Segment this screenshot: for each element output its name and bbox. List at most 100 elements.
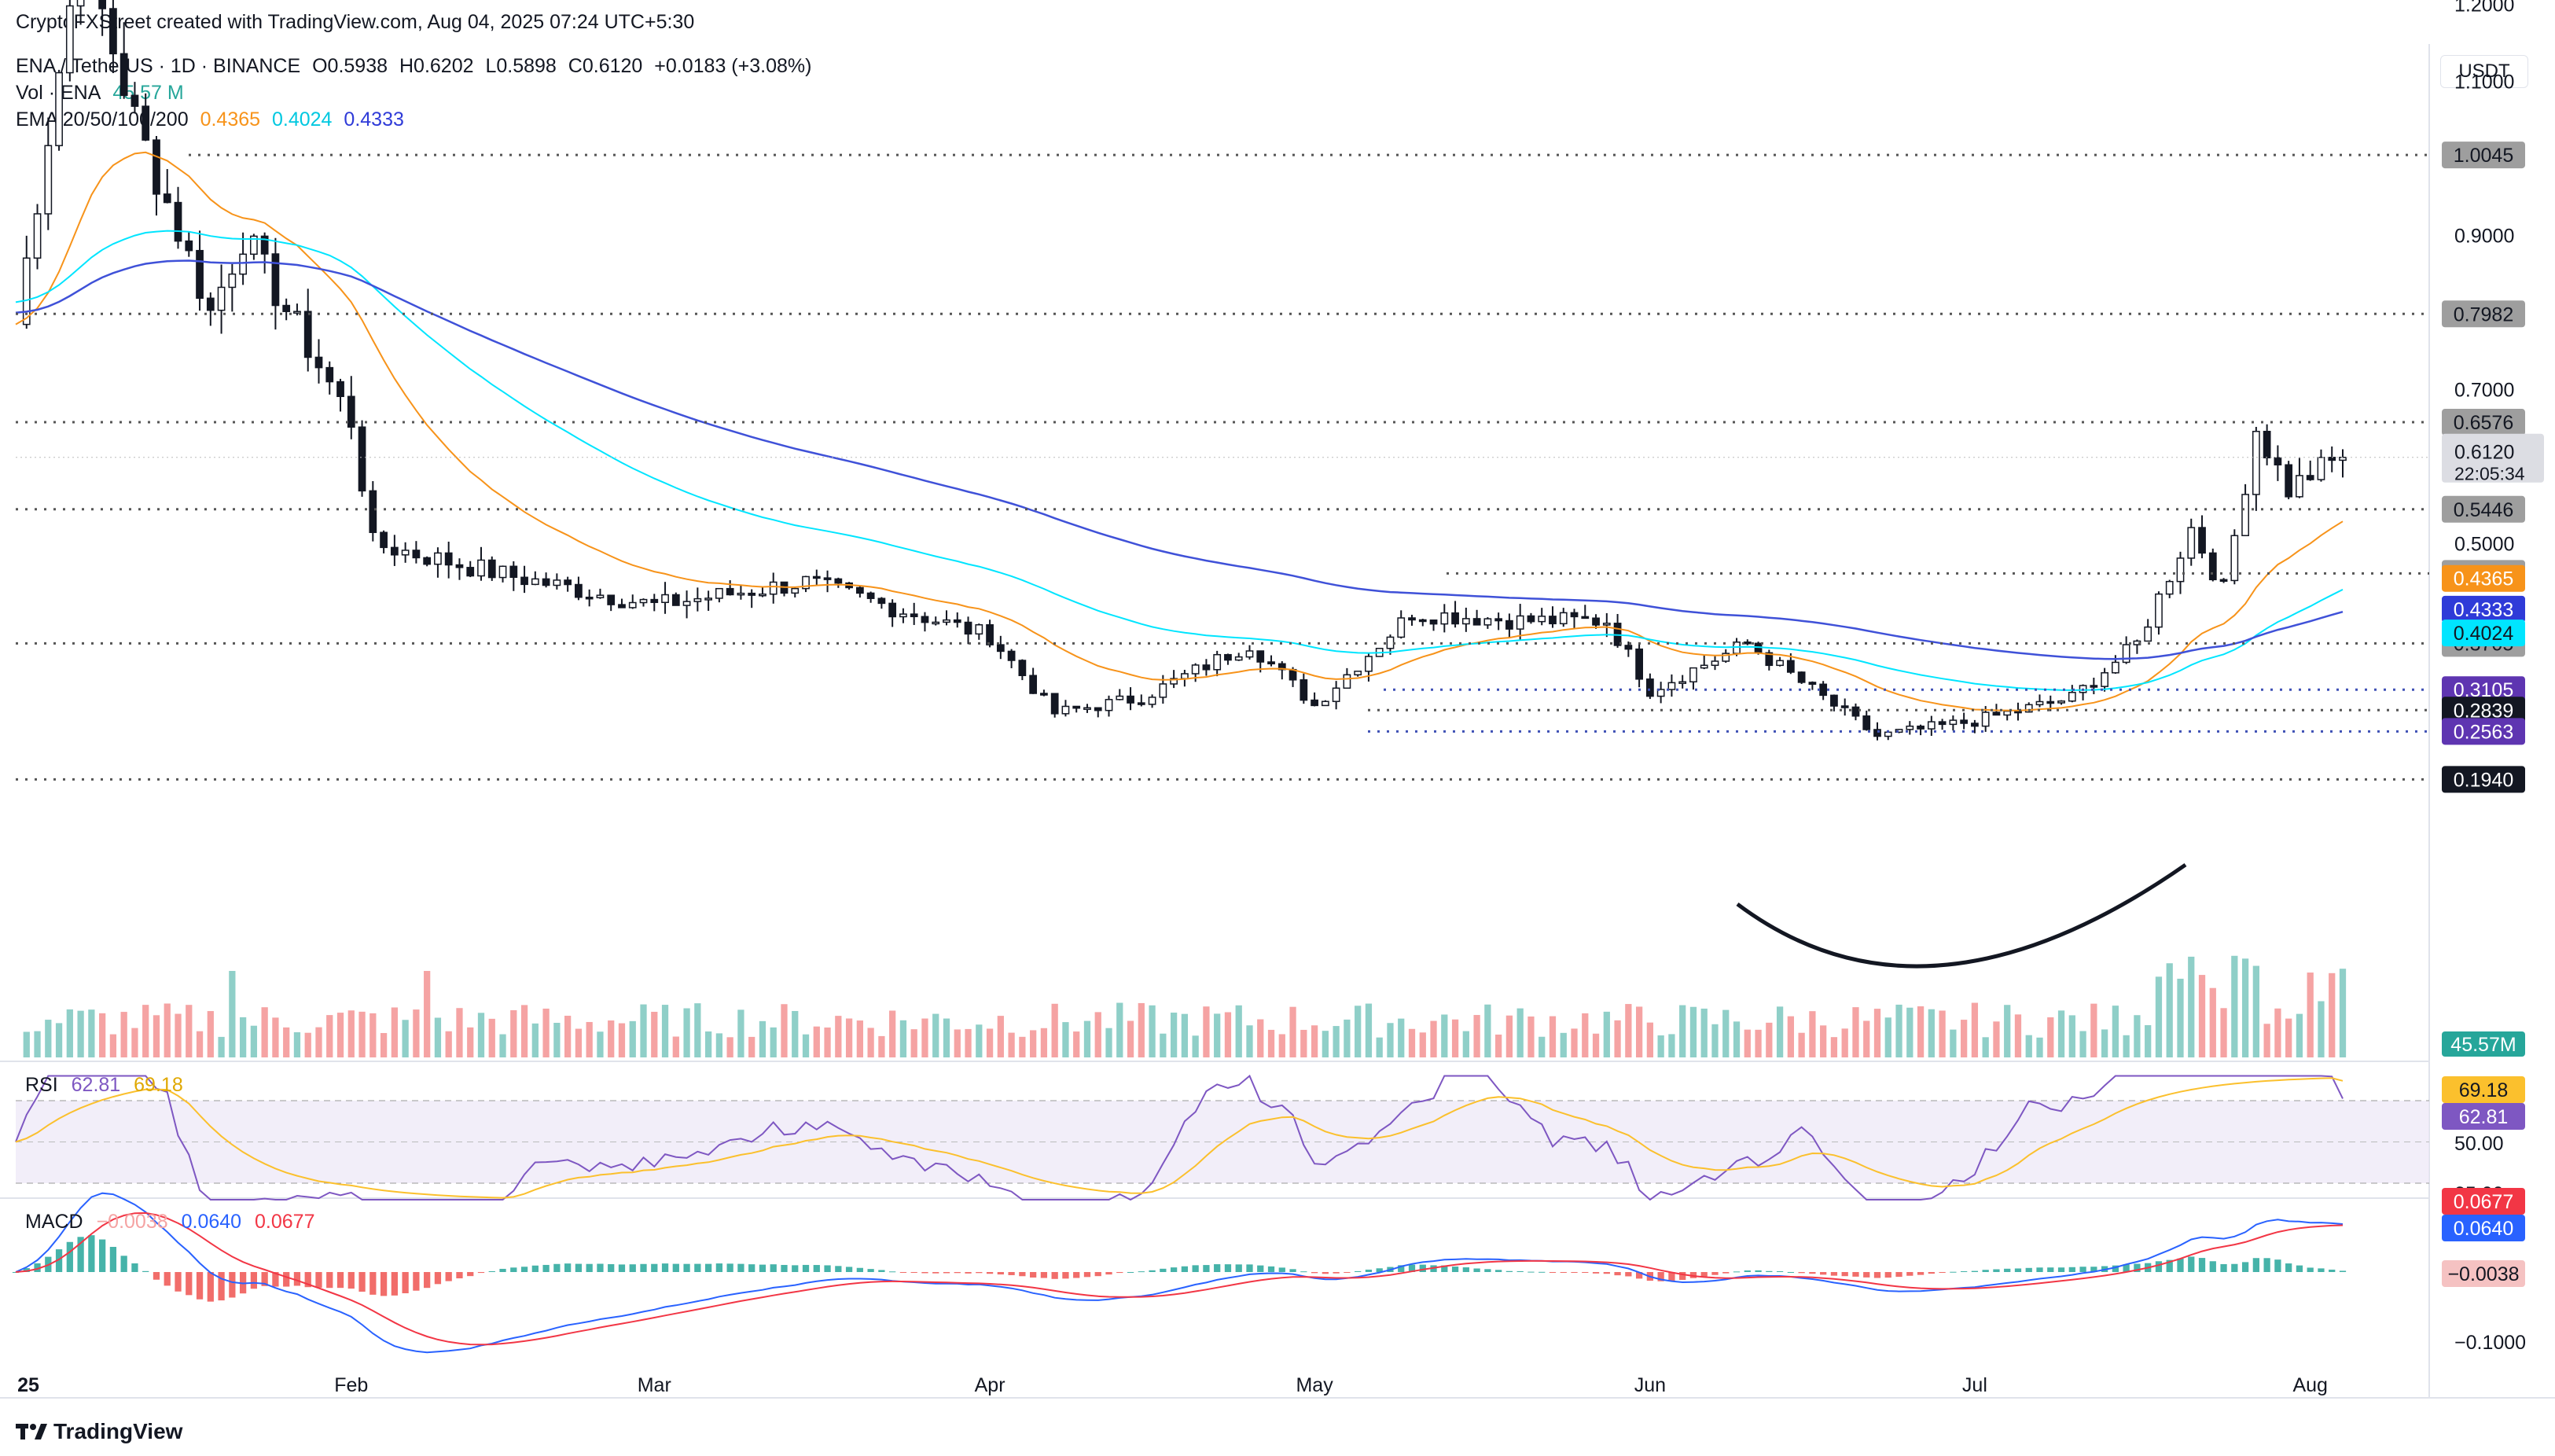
ema-tag-bg — [2442, 595, 2525, 623]
candle-body — [1332, 687, 1340, 702]
candle-body — [1472, 618, 1481, 626]
candle-body — [1581, 616, 1590, 620]
macd-hist-bar — [1235, 1264, 1242, 1272]
time-axis-label-Jul: Jul — [1962, 1374, 1987, 1396]
volume-bar — [856, 1020, 863, 1057]
volume-bar — [77, 1010, 84, 1057]
macd-hist-bar — [1592, 1272, 1600, 1274]
volume-bar — [889, 1010, 896, 1057]
candle-body — [2263, 430, 2271, 458]
volume-tag: 45.57M — [2442, 1031, 2525, 1057]
volume-bar — [1689, 1006, 1697, 1057]
candle-body — [1873, 729, 1881, 737]
macd-hist-bar — [369, 1272, 377, 1295]
volume-bar — [2339, 969, 2347, 1057]
candle-body — [260, 235, 269, 255]
tradingview-logo[interactable]: TradingView — [16, 1419, 182, 1444]
candle-body — [401, 550, 410, 556]
volume-bar — [1192, 1035, 1199, 1057]
macd-tag-bg — [2442, 1215, 2525, 1241]
volume-bar — [2155, 976, 2163, 1057]
macd-axis-label: −0.1000 — [2454, 1332, 2526, 1354]
candle-body — [520, 576, 528, 586]
candle-body — [336, 381, 344, 398]
macd-hist-bar — [824, 1265, 831, 1272]
volume-bar — [413, 1009, 420, 1057]
macd-hist-bar — [1246, 1264, 1253, 1272]
macd-hist-bar — [1030, 1272, 1037, 1278]
candle-body — [1365, 656, 1373, 672]
ema-tag-bg — [2442, 620, 2525, 647]
candle-body — [380, 531, 388, 549]
level-tag-0.5446: 0.5446 — [2442, 495, 2525, 523]
volume-bar — [748, 1036, 755, 1057]
macd-hist-bar — [207, 1272, 214, 1302]
macd-hist-bar — [142, 1270, 149, 1272]
candle-body — [1202, 664, 1211, 671]
candle-body — [1061, 705, 1070, 715]
time-axis-label-Aug: Aug — [2292, 1374, 2327, 1396]
candle-body — [1754, 642, 1763, 654]
volume-bar — [2112, 1006, 2119, 1057]
macd-hist-bar — [2079, 1267, 2086, 1272]
macd-hist-bar — [1809, 1272, 1816, 1274]
rsi-legend[interactable]: RSI 62.81 69.18 — [25, 1074, 191, 1097]
macd-hist-bar — [2285, 1263, 2292, 1272]
macd-hist-bar — [186, 1272, 193, 1296]
candle-body — [812, 575, 821, 579]
macd-hist-bar — [1993, 1269, 2000, 1272]
candle-body — [996, 644, 1005, 653]
macd-hist-bar — [802, 1264, 810, 1272]
candle-body — [109, 8, 117, 55]
volume-bar — [1700, 1008, 1708, 1057]
volume-bar — [196, 1031, 204, 1057]
macd-hist-bar — [1700, 1272, 1708, 1277]
candle-body — [1700, 664, 1708, 669]
candle-body — [239, 253, 247, 275]
volume-bar — [2025, 1035, 2032, 1057]
volume-bar — [175, 1013, 182, 1057]
volume-bar — [99, 1013, 106, 1057]
candle-body — [899, 613, 907, 618]
ema-legend[interactable]: EMA 20/50/100/200 0.4365 0.4024 0.4333 — [16, 108, 410, 131]
volume-bar — [1441, 1014, 1448, 1057]
macd-hist-bar — [2274, 1259, 2281, 1272]
volume-bar — [770, 1027, 777, 1057]
level-tag-text: 1.0045 — [2454, 145, 2513, 167]
macd-hist-bar — [1820, 1272, 1827, 1275]
candle-body — [1343, 674, 1351, 689]
macd-hist-bar — [109, 1247, 117, 1272]
macd-legend[interactable]: MACD −0.0038 0.0640 0.0677 — [25, 1211, 322, 1234]
volume-bar — [1679, 1005, 1686, 1057]
level-tag-0.6576: 0.6576 — [2442, 409, 2525, 436]
volume-bar — [1419, 1032, 1426, 1057]
symbol-label[interactable]: ENA / TetherUS · 1D · BINANCE — [16, 55, 301, 77]
macd-hist-tag-text: −0.0038 — [2447, 1263, 2519, 1285]
currency-button[interactable]: USDT — [2440, 55, 2528, 88]
volume-bar — [597, 1031, 604, 1057]
level-tag-0.1940: 0.1940 — [2442, 766, 2525, 793]
volume-bar — [1527, 1016, 1535, 1057]
volume-bar — [1289, 1006, 1296, 1057]
volume-tag-text: 45.57M — [2450, 1034, 2516, 1056]
candle-body — [726, 587, 734, 596]
volume-bar — [477, 1013, 485, 1057]
macd-hist-bar — [1355, 1270, 1362, 1272]
rsi-value: 62.81 — [71, 1074, 121, 1096]
candle-body — [1667, 682, 1676, 690]
candle-body — [1224, 653, 1232, 661]
volume-bar — [1495, 1034, 1502, 1057]
volume-bar — [1462, 1031, 1469, 1057]
volume-bar — [704, 1031, 712, 1057]
candle-body — [866, 592, 875, 599]
macd-hist-bar — [413, 1272, 420, 1291]
macd-hist-bar — [2209, 1261, 2216, 1272]
volume-bar — [66, 1009, 73, 1057]
candle-body — [22, 257, 31, 325]
volume-bar — [943, 1018, 950, 1057]
macd-hist-bar — [1138, 1271, 1145, 1273]
candle-body — [1689, 667, 1697, 682]
ema100-line — [15, 259, 2344, 660]
level-tag-bg — [2442, 676, 2525, 704]
